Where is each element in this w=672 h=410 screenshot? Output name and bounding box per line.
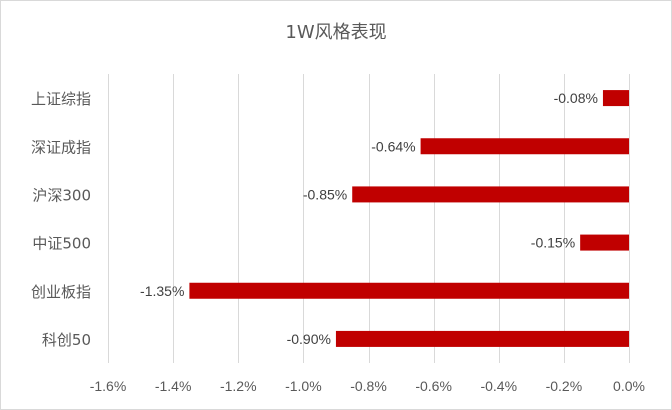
x-tick-label: -0.4% <box>480 378 517 394</box>
x-tick-label: -1.2% <box>220 378 257 394</box>
x-tick-label: 0.0% <box>613 378 645 394</box>
data-label: -0.64% <box>371 138 415 154</box>
bar <box>335 330 629 347</box>
data-label: -1.35% <box>140 283 184 299</box>
x-tick-label: -0.2% <box>546 378 583 394</box>
category-label: 沪深300 <box>32 186 91 204</box>
bar <box>189 282 629 299</box>
x-axis-ticks: -1.6% -1.4% -1.2% -1.0% -0.8% -0.6% -0.4% -0.2%… <box>90 378 645 394</box>
bar <box>420 138 629 155</box>
x-tick-label: -0.6% <box>415 378 452 394</box>
x-tick-label: -1.0% <box>285 378 322 394</box>
bar <box>602 90 629 107</box>
category-label: 科创50 <box>42 331 91 349</box>
data-label: -0.85% <box>303 186 347 202</box>
data-labels: -0.08% -0.64% -0.85% -0.15% -1.35% -0.90% <box>140 90 598 347</box>
bar <box>352 186 629 203</box>
chart-title: 1W风格表现 <box>285 22 386 43</box>
data-label: -0.08% <box>554 90 598 106</box>
x-tick-label: -1.6% <box>90 378 127 394</box>
category-label: 深证成指 <box>31 138 91 156</box>
x-tick-label: -1.4% <box>155 378 192 394</box>
data-label: -0.90% <box>287 331 331 347</box>
category-label: 上证综指 <box>31 90 91 108</box>
bars <box>189 90 629 347</box>
data-label: -0.15% <box>531 235 575 251</box>
category-label: 中证500 <box>32 235 91 253</box>
gridlines <box>108 74 630 363</box>
x-tick-label: -0.8% <box>350 378 387 394</box>
category-label: 创业板指 <box>31 283 91 301</box>
bar <box>580 234 629 251</box>
